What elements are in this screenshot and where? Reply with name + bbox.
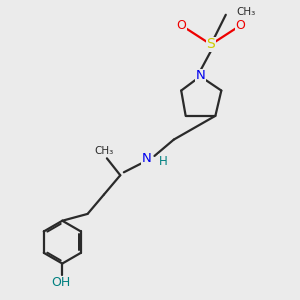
Text: S: S — [207, 38, 215, 52]
Text: O: O — [236, 19, 246, 32]
Text: CH₃: CH₃ — [94, 146, 114, 156]
Text: OH: OH — [51, 276, 70, 290]
Text: CH₃: CH₃ — [236, 8, 255, 17]
Text: H: H — [159, 155, 168, 168]
Text: N: N — [196, 69, 206, 82]
Text: O: O — [176, 19, 186, 32]
Text: N: N — [142, 152, 152, 165]
